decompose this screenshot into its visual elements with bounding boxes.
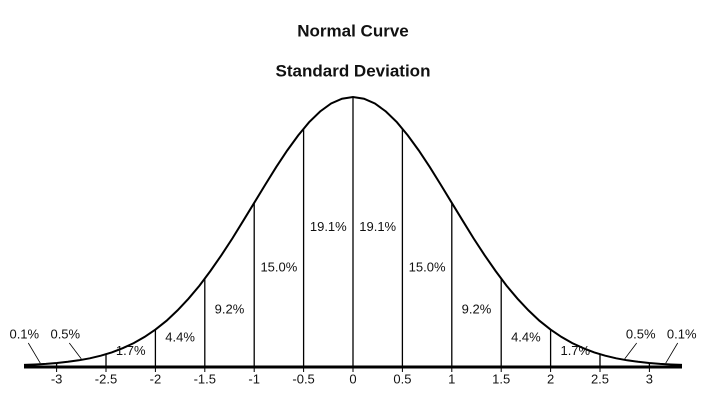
x-tick-label: 0.5	[393, 371, 411, 386]
value-label: 15.0%	[409, 260, 446, 275]
segment	[205, 203, 254, 366]
x-tick-label: 2.5	[591, 371, 609, 386]
value-label: 15.0%	[260, 260, 297, 275]
leader-line	[27, 342, 41, 364]
leader-line	[68, 342, 82, 360]
value-label: 19.1%	[359, 219, 396, 234]
value-label: 9.2%	[462, 301, 492, 316]
x-tick-label: -2.5	[95, 371, 117, 386]
leader-line	[665, 342, 679, 364]
value-label: 19.1%	[310, 219, 347, 234]
value-label: 0.5%	[50, 326, 80, 341]
leader-line	[624, 342, 638, 360]
value-label: 0.1%	[667, 326, 697, 341]
x-tick-label: -3	[51, 371, 63, 386]
segment	[155, 279, 204, 366]
x-tick-label: -2	[150, 371, 162, 386]
value-label: 4.4%	[511, 329, 541, 344]
value-label: 0.5%	[626, 326, 656, 341]
x-tick-label: -1.5	[194, 371, 216, 386]
segment	[501, 279, 550, 366]
x-tick-label: 3	[646, 371, 653, 386]
x-tick-label: 1	[448, 371, 455, 386]
x-tick-label: 1.5	[492, 371, 510, 386]
value-label: 9.2%	[215, 301, 245, 316]
chart-title: Normal Curve	[297, 21, 408, 40]
x-tick-label: 0	[349, 371, 356, 386]
value-label: 1.7%	[116, 343, 146, 358]
x-tick-label: 2	[547, 371, 554, 386]
chart-subtitle: Standard Deviation	[276, 61, 431, 80]
value-label: 4.4%	[165, 329, 195, 344]
value-label: 0.1%	[9, 326, 39, 341]
x-tick-label: -0.5	[292, 371, 314, 386]
x-tick-label: -1	[248, 371, 260, 386]
value-label: 1.7%	[560, 343, 590, 358]
segment	[452, 203, 501, 366]
